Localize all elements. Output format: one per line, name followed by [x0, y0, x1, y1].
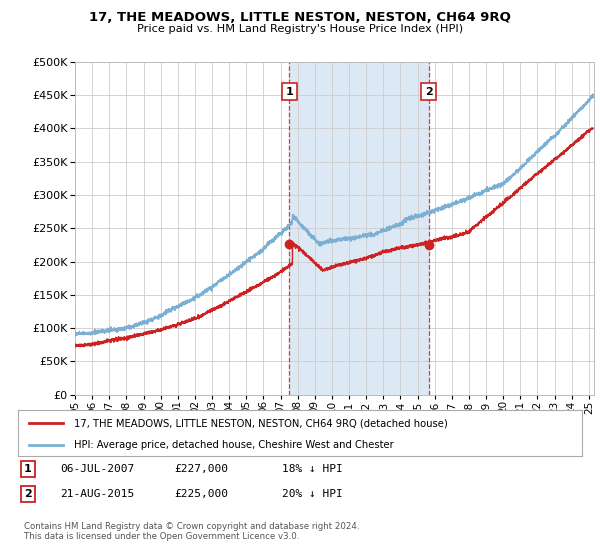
Text: 2: 2	[24, 489, 32, 499]
Text: 18% ↓ HPI: 18% ↓ HPI	[282, 464, 343, 474]
Text: 1: 1	[24, 464, 32, 474]
Bar	[289, 62, 429, 395]
Text: 2: 2	[425, 87, 433, 96]
Text: £227,000: £227,000	[174, 464, 228, 474]
Text: £225,000: £225,000	[174, 489, 228, 499]
Text: 17, THE MEADOWS, LITTLE NESTON, NESTON, CH64 9RQ: 17, THE MEADOWS, LITTLE NESTON, NESTON, …	[89, 11, 511, 24]
Text: 21-AUG-2015: 21-AUG-2015	[60, 489, 134, 499]
Text: 17, THE MEADOWS, LITTLE NESTON, NESTON, CH64 9RQ (detached house): 17, THE MEADOWS, LITTLE NESTON, NESTON, …	[74, 418, 448, 428]
Text: 1: 1	[286, 87, 293, 96]
Text: 20% ↓ HPI: 20% ↓ HPI	[282, 489, 343, 499]
Text: 06-JUL-2007: 06-JUL-2007	[60, 464, 134, 474]
Text: Price paid vs. HM Land Registry's House Price Index (HPI): Price paid vs. HM Land Registry's House …	[137, 24, 463, 34]
Text: HPI: Average price, detached house, Cheshire West and Chester: HPI: Average price, detached house, Ches…	[74, 440, 394, 450]
Text: Contains HM Land Registry data © Crown copyright and database right 2024.
This d: Contains HM Land Registry data © Crown c…	[24, 522, 359, 542]
